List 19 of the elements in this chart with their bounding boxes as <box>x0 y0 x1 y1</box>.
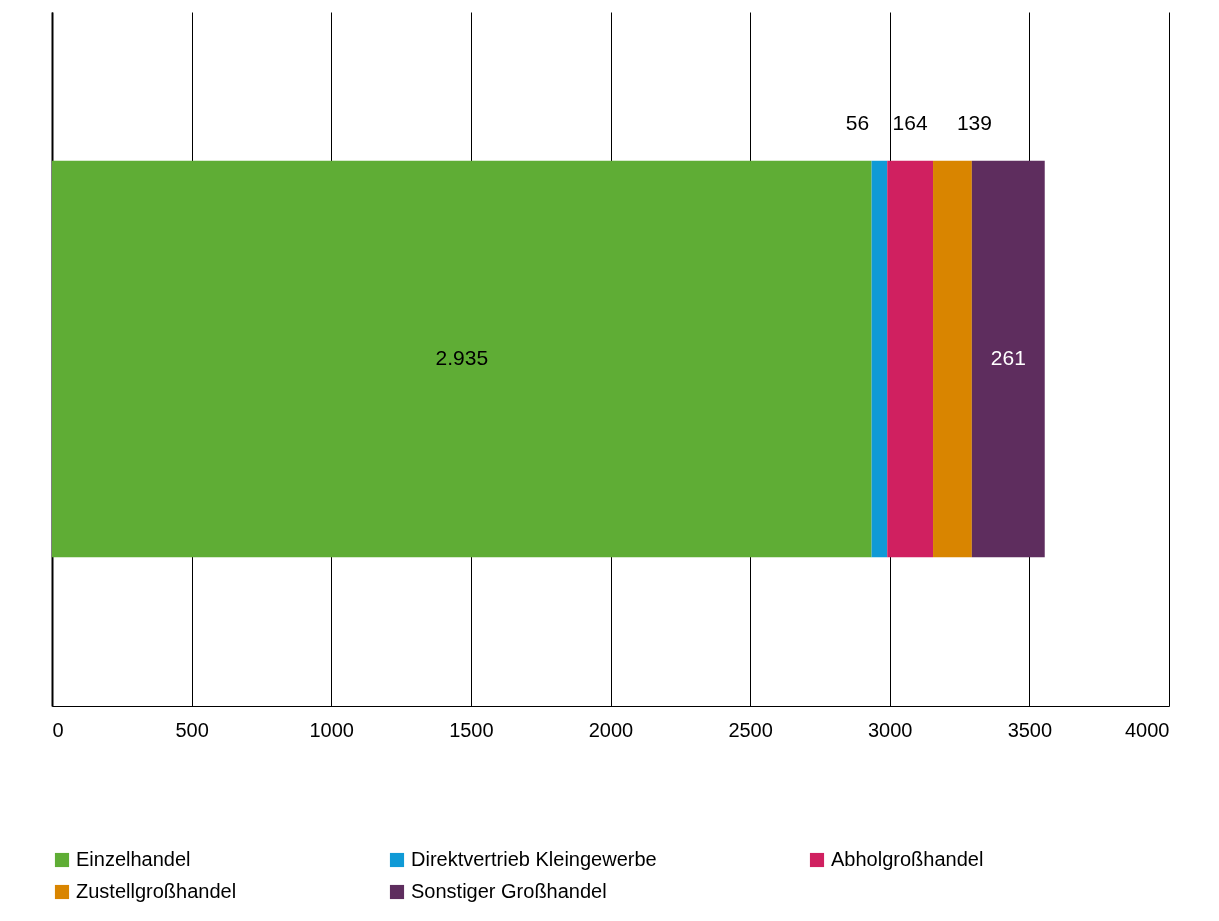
legend-label: Sonstiger Großhandel <box>411 880 607 902</box>
x-tick-label: 0 <box>52 718 64 741</box>
text: 164 <box>892 111 928 134</box>
x-tick-label: 1500 <box>449 718 494 741</box>
text: 2.935 <box>435 346 489 369</box>
x-tick-label: 500 <box>175 718 209 741</box>
x-tick-label: 4000 <box>1125 718 1170 741</box>
text: 56 <box>845 111 870 134</box>
x-tick-label: 2500 <box>728 718 773 741</box>
text: 261 <box>990 346 1026 369</box>
x-tick-label: 3000 <box>868 718 913 741</box>
text: 139 <box>956 111 992 134</box>
x-tick-label: 3500 <box>1007 718 1053 741</box>
legend-label: Einzelhandel <box>76 848 191 870</box>
legend-label: Zustellgroßhandel <box>76 880 237 902</box>
x-tick-label: 2000 <box>588 718 634 741</box>
x-tick-label: 1000 <box>309 718 354 741</box>
legend-label: Abholgroßhandel <box>831 848 984 870</box>
legend-label: Direktvertrieb Kleingewerbe <box>411 848 657 870</box>
